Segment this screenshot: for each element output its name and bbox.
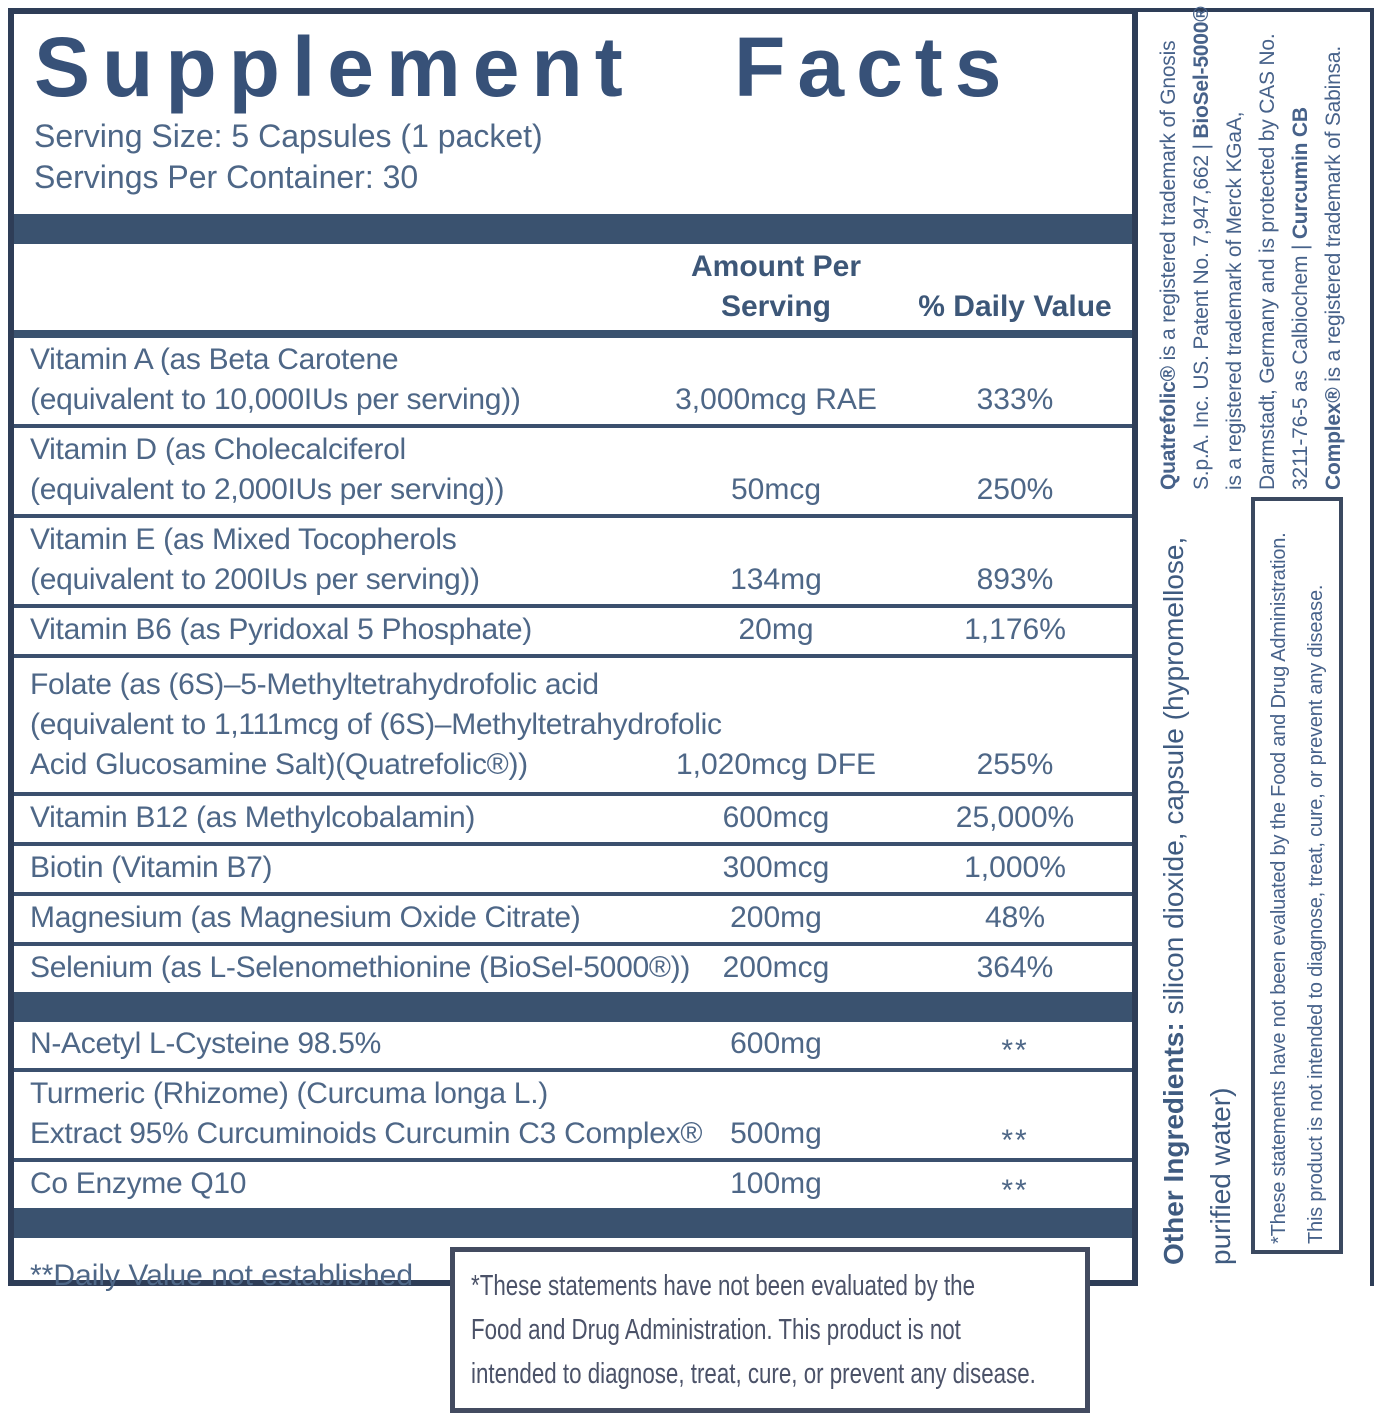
- nutrient-amount: 100mg: [730, 1167, 822, 1200]
- fda-disclaimer-sidebar-box: *These statements have not been evaluate…: [1251, 497, 1343, 1254]
- divider-bar-middle: [14, 992, 1132, 1022]
- table-row: Selenium (as L-Selenomethionine (BioSel-…: [14, 942, 1132, 992]
- nutrient-name: Vitamin B6 (as Pyridoxal 5 Phosphate): [30, 613, 532, 646]
- table-row: Folate (as (6S)–5-Methyltetrahydrofolic …: [14, 654, 1132, 792]
- nutrient-amount: 1,020mcg DFE: [675, 748, 877, 781]
- nutrient-daily-value: 1,176%: [964, 613, 1066, 646]
- nutrient-amount: 600mg: [730, 1027, 822, 1060]
- table-row: Magnesium (as Magnesium Oxide Citrate) 2…: [14, 892, 1132, 942]
- fda-disclaimer-box: *These statements have not been evaluate…: [450, 1247, 1090, 1413]
- nutrient-name: Co Enzyme Q10: [30, 1167, 247, 1200]
- table-header-row: Amount Per Serving % Daily Value: [14, 244, 1132, 330]
- nutrient-amount: 20mg: [738, 613, 814, 646]
- fda-disclaimer-sidebar-text: *These statements have not been evaluate…: [1268, 532, 1327, 1244]
- trademark-brand: Quatrefolic®: [1157, 366, 1180, 490]
- daily-value-note: **Daily Value not established: [30, 1259, 414, 1292]
- nutrient-amount: 200mg: [730, 901, 822, 934]
- nutrient-daily-value: 893%: [976, 563, 1054, 596]
- nutrient-name: Vitamin B12 (as Methylcobalamin): [30, 801, 476, 834]
- panel-title: Supplement Facts: [34, 20, 1014, 114]
- table-row: Co Enzyme Q10 100mg **: [14, 1158, 1132, 1208]
- table-row: Vitamin B6 (as Pyridoxal 5 Phosphate) 20…: [14, 604, 1132, 654]
- other-ingredients-label: Other Ingredients:: [1158, 1022, 1189, 1265]
- trademark-note: Quatrefolic® is a registered trademark o…: [1152, 6, 1357, 490]
- nutrient-name: Selenium (as L-Selenomethionine (BioSel-…: [30, 951, 691, 984]
- nutrient-name: Vitamin D (as Cholecalciferol (equivalen…: [30, 433, 505, 506]
- nutrient-amount: 300mcg: [722, 851, 830, 884]
- nutrient-amount: 3,000mcg RAE: [675, 383, 877, 416]
- nutrient-daily-value: 250%: [976, 473, 1054, 506]
- divider-bar-top: [14, 214, 1132, 244]
- trademark-brand: Curcumin CB: [1289, 107, 1312, 240]
- nutrient-name: Vitamin A (as Beta Carotene (equivalent …: [30, 343, 521, 416]
- trademark-note-text: Quatrefolic® is a registered trademark o…: [1157, 6, 1345, 490]
- other-ingredients-note: Other Ingredients: silicon dioxide, caps…: [1150, 495, 1252, 1265]
- table-row: Vitamin E (as Mixed Tocopherols (equival…: [14, 514, 1132, 604]
- table-row: N-Acetyl L-Cysteine 98.5% 600mg **: [14, 1022, 1132, 1068]
- nutrient-name: Biotin (Vitamin B7): [30, 851, 273, 884]
- nutrient-name: Vitamin E (as Mixed Tocopherols (equival…: [30, 523, 480, 596]
- nutrient-daily-value: **: [1001, 1174, 1029, 1207]
- nutrient-name: Magnesium (as Magnesium Oxide Citrate): [30, 901, 581, 934]
- supplement-facts-panel: Supplement Facts Serving Size: 5 Capsule…: [8, 8, 1138, 1292]
- nutrient-amount: 600mcg: [722, 801, 830, 834]
- table-row: Turmeric (Rhizome) (Curcuma longa L.) Ex…: [14, 1068, 1132, 1158]
- nutrient-daily-value: 333%: [976, 383, 1054, 416]
- nutrient-daily-value: **: [1001, 1124, 1029, 1157]
- vitamins-minerals-section: Vitamin A (as Beta Carotene (equivalent …: [14, 330, 1132, 992]
- sidebar-frame: [1138, 8, 1374, 1286]
- table-row: Biotin (Vitamin B7) 300mcg 1,000%: [14, 842, 1132, 892]
- nutrient-daily-value: 48%: [984, 901, 1046, 934]
- nutrient-daily-value: 255%: [976, 748, 1054, 781]
- column-header-daily-value: % Daily Value: [918, 290, 1112, 323]
- other-actives-section: N-Acetyl L-Cysteine 98.5% 600mg ** Turme…: [14, 1022, 1132, 1208]
- nutrient-name: Turmeric (Rhizome) (Curcuma longa L.) Ex…: [30, 1077, 703, 1150]
- nutrient-daily-value: 25,000%: [955, 801, 1075, 834]
- serving-size: Serving Size: 5 Capsules (1 packet): [34, 118, 543, 154]
- nutrient-name: Folate (as (6S)–5-Methyltetrahydrofolic …: [30, 668, 722, 781]
- divider-bar-bottom: [14, 1208, 1132, 1238]
- column-header-amount: Amount Per Serving: [690, 250, 861, 323]
- trademark-brand: BioSel-5000®: [1190, 6, 1213, 139]
- table-row: Vitamin B12 (as Methylcobalamin) 600mcg …: [14, 792, 1132, 842]
- nutrient-amount: 134mg: [730, 563, 822, 596]
- nutrient-name: N-Acetyl L-Cysteine 98.5%: [30, 1027, 381, 1060]
- nutrient-daily-value: **: [1001, 1034, 1029, 1067]
- nutrient-daily-value: 1,000%: [964, 851, 1066, 884]
- fda-disclaimer-text: *These statements have not been evaluate…: [471, 1270, 1036, 1390]
- nutrient-amount: 50mcg: [730, 473, 822, 506]
- nutrient-amount: 200mcg: [722, 951, 830, 984]
- trademark-brand: Complex®: [1322, 387, 1345, 490]
- servings-per-container: Servings Per Container: 30: [34, 159, 419, 195]
- nutrient-amount: 500mg: [730, 1117, 822, 1150]
- other-ingredients-text: Other Ingredients: silicon dioxide, caps…: [1158, 536, 1236, 1265]
- table-row: Vitamin D (as Cholecalciferol (equivalen…: [14, 424, 1132, 514]
- table-row: Vitamin A (as Beta Carotene (equivalent …: [14, 338, 1132, 424]
- nutrient-daily-value: 364%: [976, 951, 1054, 984]
